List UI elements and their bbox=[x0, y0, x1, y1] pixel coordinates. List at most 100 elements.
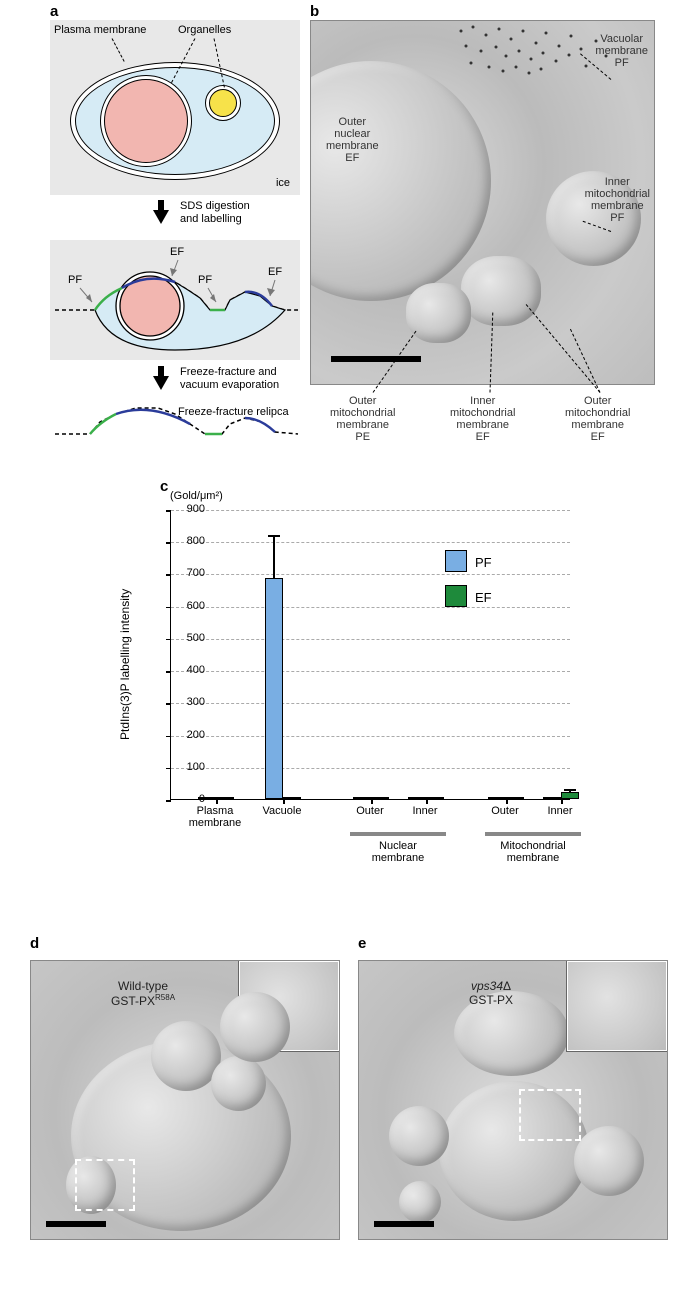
scale-bar bbox=[331, 356, 421, 362]
em-image-d: Wild-type GST-PXR58A bbox=[30, 960, 340, 1240]
inset-blob bbox=[220, 992, 290, 1062]
dashed-inset-box bbox=[75, 1159, 135, 1211]
inset-e bbox=[567, 961, 667, 1051]
schematic-box-1: ice Plasma membrane Organelles bbox=[50, 20, 300, 195]
x-tick-mark bbox=[561, 799, 563, 804]
grid-line bbox=[171, 607, 570, 608]
bar-ef bbox=[371, 797, 389, 799]
y-tick-label: 700 bbox=[165, 567, 205, 579]
chart-area bbox=[170, 510, 570, 800]
leader-line bbox=[112, 38, 125, 61]
panel-c: (Gold/μm²) PtdIns(3)P labelling intensit… bbox=[110, 480, 610, 880]
panel-b: Outer nuclear membrane EF Vacuolar membr… bbox=[310, 10, 655, 450]
ef-label-2: EF bbox=[268, 266, 282, 278]
x-tick-label: Vacuole bbox=[252, 805, 312, 817]
mito-blob-2 bbox=[461, 256, 541, 326]
panel-d: Wild-type GST-PXR58A bbox=[30, 950, 340, 1250]
x-tick-mark bbox=[371, 799, 373, 804]
vps-delta: Δ bbox=[503, 979, 511, 993]
ice-label: ice bbox=[276, 177, 290, 189]
x-tick-mark bbox=[506, 799, 508, 804]
organelles-label: Organelles bbox=[178, 24, 231, 36]
y-tick-label: 300 bbox=[165, 696, 205, 708]
bar-pf bbox=[353, 797, 371, 799]
small-blob bbox=[211, 1056, 266, 1111]
grid-line bbox=[171, 510, 570, 511]
outer-mito-pe-label: Outer mitochondrial membrane PE bbox=[330, 395, 395, 443]
group-underline bbox=[485, 832, 581, 836]
y-tick-label: 400 bbox=[165, 664, 205, 676]
legend-pf: PF bbox=[475, 555, 492, 570]
y-tick-label: 200 bbox=[165, 729, 205, 741]
wt-line1: Wild-type bbox=[118, 979, 168, 993]
mito-blob-3 bbox=[406, 283, 471, 343]
step2-label: Freeze-fracture and vacuum evaporation bbox=[180, 366, 279, 391]
bar-pf bbox=[543, 797, 561, 799]
vps-label: vps34Δ GST-PX bbox=[469, 979, 513, 1007]
inner-mito-pf-label: Inner mitochondrial membrane PF bbox=[585, 176, 650, 224]
bar-ef bbox=[216, 797, 234, 799]
wt-line2: GST-PX bbox=[111, 994, 155, 1008]
bar-ef bbox=[426, 797, 444, 799]
scale-bar bbox=[374, 1221, 434, 1227]
grid-line bbox=[171, 671, 570, 672]
y-tick-label: 800 bbox=[165, 535, 205, 547]
plasma-membrane-label: Plasma membrane bbox=[54, 24, 146, 36]
small-blob bbox=[574, 1126, 644, 1196]
x-tick-label: Plasma membrane bbox=[185, 805, 245, 829]
grid-line bbox=[171, 703, 570, 704]
x-tick-label: Inner bbox=[530, 805, 590, 817]
arrow-icon bbox=[158, 366, 164, 376]
error-bar bbox=[273, 536, 275, 578]
group-label-nuclear: Nuclear membrane bbox=[350, 840, 446, 864]
y-tick-label: 900 bbox=[165, 503, 205, 515]
pf-label-2: PF bbox=[198, 274, 212, 286]
grid-line bbox=[171, 574, 570, 575]
grid-line bbox=[171, 768, 570, 769]
vps-line1: vps34 bbox=[471, 979, 503, 993]
y-tick-label: 600 bbox=[165, 600, 205, 612]
bar-pf bbox=[265, 578, 283, 799]
panel-a: ice Plasma membrane Organelles SDS diges… bbox=[50, 10, 300, 450]
y-unit-label: (Gold/μm²) bbox=[170, 490, 223, 502]
y-axis-title: PtdIns(3)P labelling intensity bbox=[118, 589, 132, 740]
bar-pf bbox=[408, 797, 426, 799]
grid-line bbox=[171, 639, 570, 640]
fracture-svg bbox=[50, 240, 300, 360]
error-cap bbox=[268, 535, 280, 537]
dashed-inset-box bbox=[519, 1089, 581, 1141]
small-blob bbox=[399, 1181, 441, 1223]
small-organelle-inner bbox=[209, 89, 237, 117]
outer-nuc-ef-label: Outer nuclear membrane EF bbox=[326, 116, 379, 164]
bar-pf bbox=[488, 797, 506, 799]
error-cap bbox=[564, 789, 576, 791]
inner-mito-ef-label: Inner mitochondrial membrane EF bbox=[450, 395, 515, 443]
group-label-mito: Mitochondrial membrane bbox=[485, 840, 581, 864]
y-tick-label: 0 bbox=[165, 793, 205, 805]
bar-ef bbox=[561, 792, 579, 799]
replica-label: Freeze-fracture relipca bbox=[178, 406, 289, 418]
x-tick-label: Outer bbox=[475, 805, 535, 817]
wt-sup: R58A bbox=[155, 993, 175, 1002]
large-organelle-inner bbox=[104, 79, 188, 163]
x-tick-label: Inner bbox=[395, 805, 455, 817]
em-image-b: Outer nuclear membrane EF Vacuolar membr… bbox=[310, 20, 655, 385]
group-underline bbox=[350, 832, 446, 836]
legend-swatch-pf bbox=[445, 550, 467, 572]
small-blob bbox=[389, 1106, 449, 1166]
panel-e: vps34Δ GST-PX bbox=[358, 950, 668, 1250]
grid-line bbox=[171, 542, 570, 543]
bar-ef bbox=[283, 797, 301, 799]
x-tick-mark bbox=[283, 799, 285, 804]
bar-ef bbox=[506, 797, 524, 799]
x-tick-mark bbox=[216, 799, 218, 804]
legend-swatch-ef bbox=[445, 585, 467, 607]
x-tick-label: Outer bbox=[340, 805, 400, 817]
step1-label: SDS digestion and labelling bbox=[180, 200, 250, 225]
arrow-icon bbox=[158, 200, 164, 210]
pf-label: PF bbox=[68, 274, 82, 286]
arrow-icon bbox=[153, 210, 169, 224]
grid-line bbox=[171, 736, 570, 737]
schematic-box-2: PF EF PF EF bbox=[50, 240, 300, 360]
legend-ef: EF bbox=[475, 590, 492, 605]
